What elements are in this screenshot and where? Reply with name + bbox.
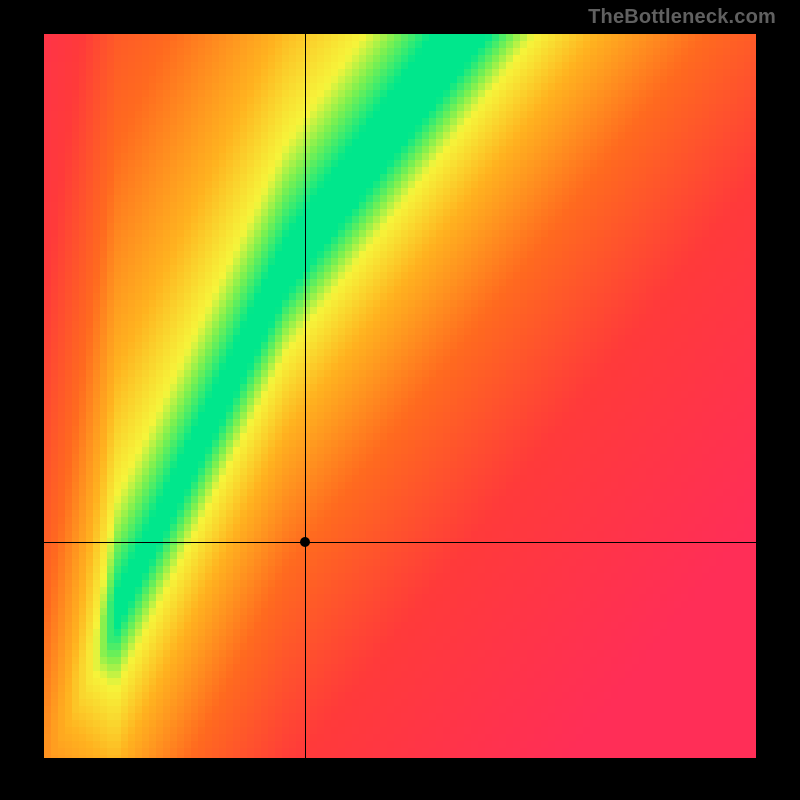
crosshair-overlay: [44, 34, 756, 758]
crosshair-vertical: [305, 34, 306, 758]
watermark-text: TheBottleneck.com: [588, 6, 776, 29]
crosshair-horizontal: [44, 542, 756, 543]
chart-frame: TheBottleneck.com: [0, 0, 800, 800]
